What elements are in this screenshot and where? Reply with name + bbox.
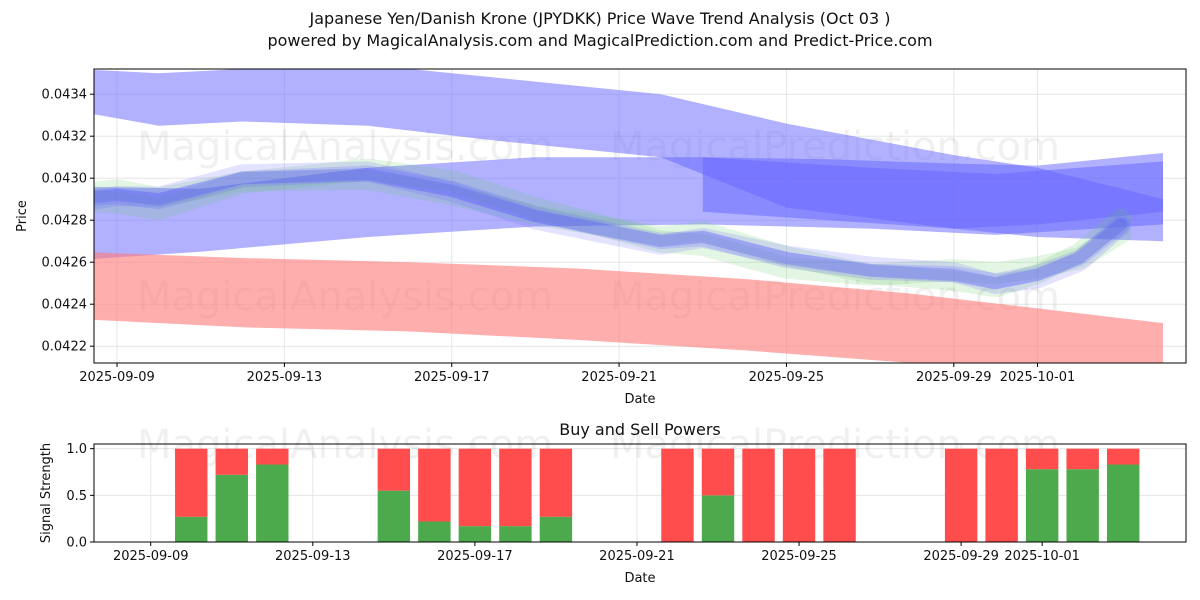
sell-bar bbox=[661, 448, 694, 542]
y-tick-label: 0.5 bbox=[66, 489, 87, 504]
x-tick-label: 2025-09-25 bbox=[761, 549, 837, 564]
buy-bar bbox=[175, 516, 208, 542]
buy-bar bbox=[377, 490, 411, 542]
x-tick-label: 2025-09-29 bbox=[923, 549, 999, 564]
sell-bar bbox=[458, 448, 492, 527]
panel-title: Buy and Sell Powers bbox=[559, 420, 721, 439]
sell-bar bbox=[418, 448, 451, 522]
x-tick-label: 2025-09-25 bbox=[749, 370, 825, 385]
y-axis-label: Price bbox=[15, 200, 30, 232]
sell-bar bbox=[1066, 448, 1099, 470]
wave-line-0-4 bbox=[94, 168, 1128, 290]
x-axis-label: Date bbox=[624, 571, 655, 586]
y-tick-label: 0.0422 bbox=[42, 340, 88, 355]
buy-bar bbox=[418, 521, 451, 542]
sell-bar bbox=[1106, 448, 1140, 465]
x-tick-label: 2025-09-29 bbox=[916, 370, 992, 385]
y-tick-label: 0.0428 bbox=[42, 214, 88, 229]
sell-bar bbox=[499, 448, 532, 527]
sell-bar bbox=[782, 448, 816, 542]
axes-frame bbox=[93, 68, 1187, 364]
buy-bar bbox=[458, 526, 492, 542]
x-tick-label: 2025-09-09 bbox=[113, 549, 189, 564]
wave-line-0-2 bbox=[94, 161, 1132, 295]
sell-bar bbox=[1025, 448, 1059, 470]
y-tick-label: 0.0430 bbox=[42, 172, 88, 187]
x-tick-label: 2025-10-01 bbox=[1004, 549, 1080, 564]
x-tick-label: 2025-09-21 bbox=[599, 549, 675, 564]
x-tick-label: 2025-09-09 bbox=[79, 370, 155, 385]
axes-frame bbox=[93, 443, 1187, 543]
chart-subtitle: powered by MagicalAnalysis.com and Magic… bbox=[267, 31, 933, 50]
buy-bar bbox=[256, 464, 289, 542]
sell-bar bbox=[539, 448, 573, 517]
x-tick-label: 2025-09-17 bbox=[414, 370, 490, 385]
buy-bar bbox=[701, 495, 735, 542]
x-axis-label: Date bbox=[624, 392, 655, 407]
y-tick-label: 0.0 bbox=[66, 536, 87, 551]
y-tick-label: 1.0 bbox=[66, 442, 87, 457]
sell-bar bbox=[701, 448, 735, 496]
x-tick-label: 2025-10-01 bbox=[1000, 370, 1076, 385]
x-tick-label: 2025-09-21 bbox=[581, 370, 657, 385]
band-red-3 bbox=[94, 252, 1163, 363]
x-tick-label: 2025-09-17 bbox=[437, 549, 513, 564]
sell-bar bbox=[377, 448, 411, 491]
y-tick-label: 0.0432 bbox=[42, 130, 88, 145]
y-tick-label: 0.0434 bbox=[42, 88, 88, 103]
sell-bar bbox=[742, 448, 775, 542]
buy-bar bbox=[539, 516, 573, 542]
chart-title: Japanese Yen/Danish Krone (JPYDKK) Price… bbox=[309, 9, 891, 28]
x-tick-label: 2025-09-13 bbox=[247, 370, 323, 385]
sell-bar bbox=[175, 448, 208, 517]
y-axis-label: Signal Strength bbox=[39, 443, 54, 543]
wave-line-0-1 bbox=[94, 170, 1132, 298]
sell-bar bbox=[985, 448, 1018, 542]
sell-bar bbox=[256, 448, 289, 465]
buy-bar bbox=[499, 526, 532, 542]
wave-line-0-0 bbox=[94, 158, 1133, 286]
plot-area bbox=[94, 69, 1163, 363]
sell-bar bbox=[944, 448, 978, 542]
band-blue-2 bbox=[702, 153, 1163, 229]
buy-bar bbox=[1066, 469, 1099, 542]
buy-bar bbox=[1106, 464, 1140, 542]
buy-bar bbox=[1025, 469, 1059, 542]
y-tick-label: 0.0424 bbox=[42, 298, 88, 313]
y-tick-label: 0.0426 bbox=[42, 256, 88, 271]
buy-bar bbox=[215, 474, 248, 542]
wave-line-0-3 bbox=[94, 165, 1130, 290]
sell-bar bbox=[823, 448, 856, 542]
sell-bar bbox=[215, 448, 248, 475]
x-tick-label: 2025-09-13 bbox=[275, 549, 351, 564]
